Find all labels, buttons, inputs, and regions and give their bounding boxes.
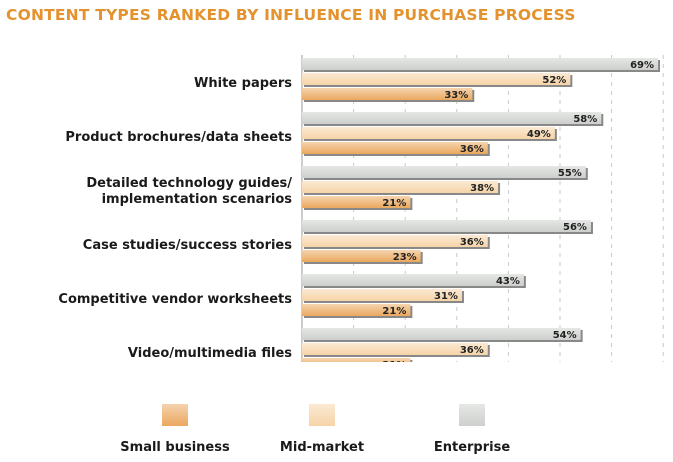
data-label: 58% (573, 114, 597, 125)
data-label: 52% (542, 75, 566, 86)
category-label-line: White papers (194, 76, 292, 91)
bar-highlight (302, 196, 411, 208)
data-label: 36% (460, 237, 484, 248)
category-label-line: implementation scenarios (102, 192, 293, 207)
bar-highlight (302, 112, 602, 124)
bar-highlight (302, 58, 659, 70)
bar-highlight (302, 328, 581, 340)
data-label: 33% (444, 90, 468, 101)
category-label-line: Video/multimedia files (128, 346, 292, 361)
data-label: 49% (527, 129, 551, 140)
data-label: 21% (382, 198, 406, 209)
data-label: 54% (553, 330, 577, 341)
category-label-line: Competitive vendor worksheets (58, 292, 292, 307)
legend-label: Enterprise (434, 440, 510, 455)
bar-highlight (302, 304, 411, 316)
bar-highlight (302, 250, 421, 262)
bar-highlight (302, 358, 411, 362)
bar-highlight (302, 343, 488, 355)
category-label: Case studies/success stories (83, 238, 292, 253)
data-label: 38% (470, 183, 494, 194)
data-label: 36% (460, 144, 484, 155)
category-label-line: Case studies/success stories (83, 238, 292, 253)
bar-highlight (302, 289, 462, 301)
plot-area: 69% 52% 33% 58% 49% 36% 55% 38% 21% 56% 36% 23% 43% 3… (302, 58, 661, 371)
legend-swatch-highlight (459, 404, 485, 426)
legend-label: Mid-market (280, 440, 364, 455)
bar-highlight (302, 235, 488, 247)
bar-highlight (302, 88, 473, 100)
category-label-line: Product brochures/data sheets (65, 130, 292, 145)
data-label: 36% (460, 345, 484, 356)
bar-highlight (302, 142, 488, 154)
category-label: Competitive vendor worksheets (58, 292, 292, 307)
chart-title: CONTENT TYPES RANKED BY INFLUENCE IN PUR… (6, 6, 576, 24)
category-label: White papers (194, 76, 292, 91)
category-label: Product brochures/data sheets (65, 130, 292, 145)
data-label: 21% (382, 360, 406, 371)
data-label: 43% (496, 276, 520, 287)
bar-highlight (302, 181, 499, 193)
category-label: Detailed technology guides/implementatio… (86, 176, 292, 207)
bar-highlight (302, 127, 555, 139)
bar-highlight (302, 166, 586, 178)
legend-swatch-highlight (309, 404, 335, 426)
data-label: 69% (630, 60, 654, 71)
bar-highlight (302, 220, 591, 232)
data-label: 21% (382, 306, 406, 317)
legend-swatch-highlight (162, 404, 188, 426)
bar-highlight (302, 274, 524, 286)
category-label-line: Detailed technology guides/ (86, 176, 292, 191)
data-label: 31% (434, 291, 458, 302)
data-label: 55% (558, 168, 582, 179)
category-label: Video/multimedia files (128, 346, 292, 361)
data-label: 56% (563, 222, 587, 233)
legend-label: Small business (120, 440, 230, 455)
bar-highlight (302, 73, 571, 85)
data-label: 23% (393, 252, 417, 263)
